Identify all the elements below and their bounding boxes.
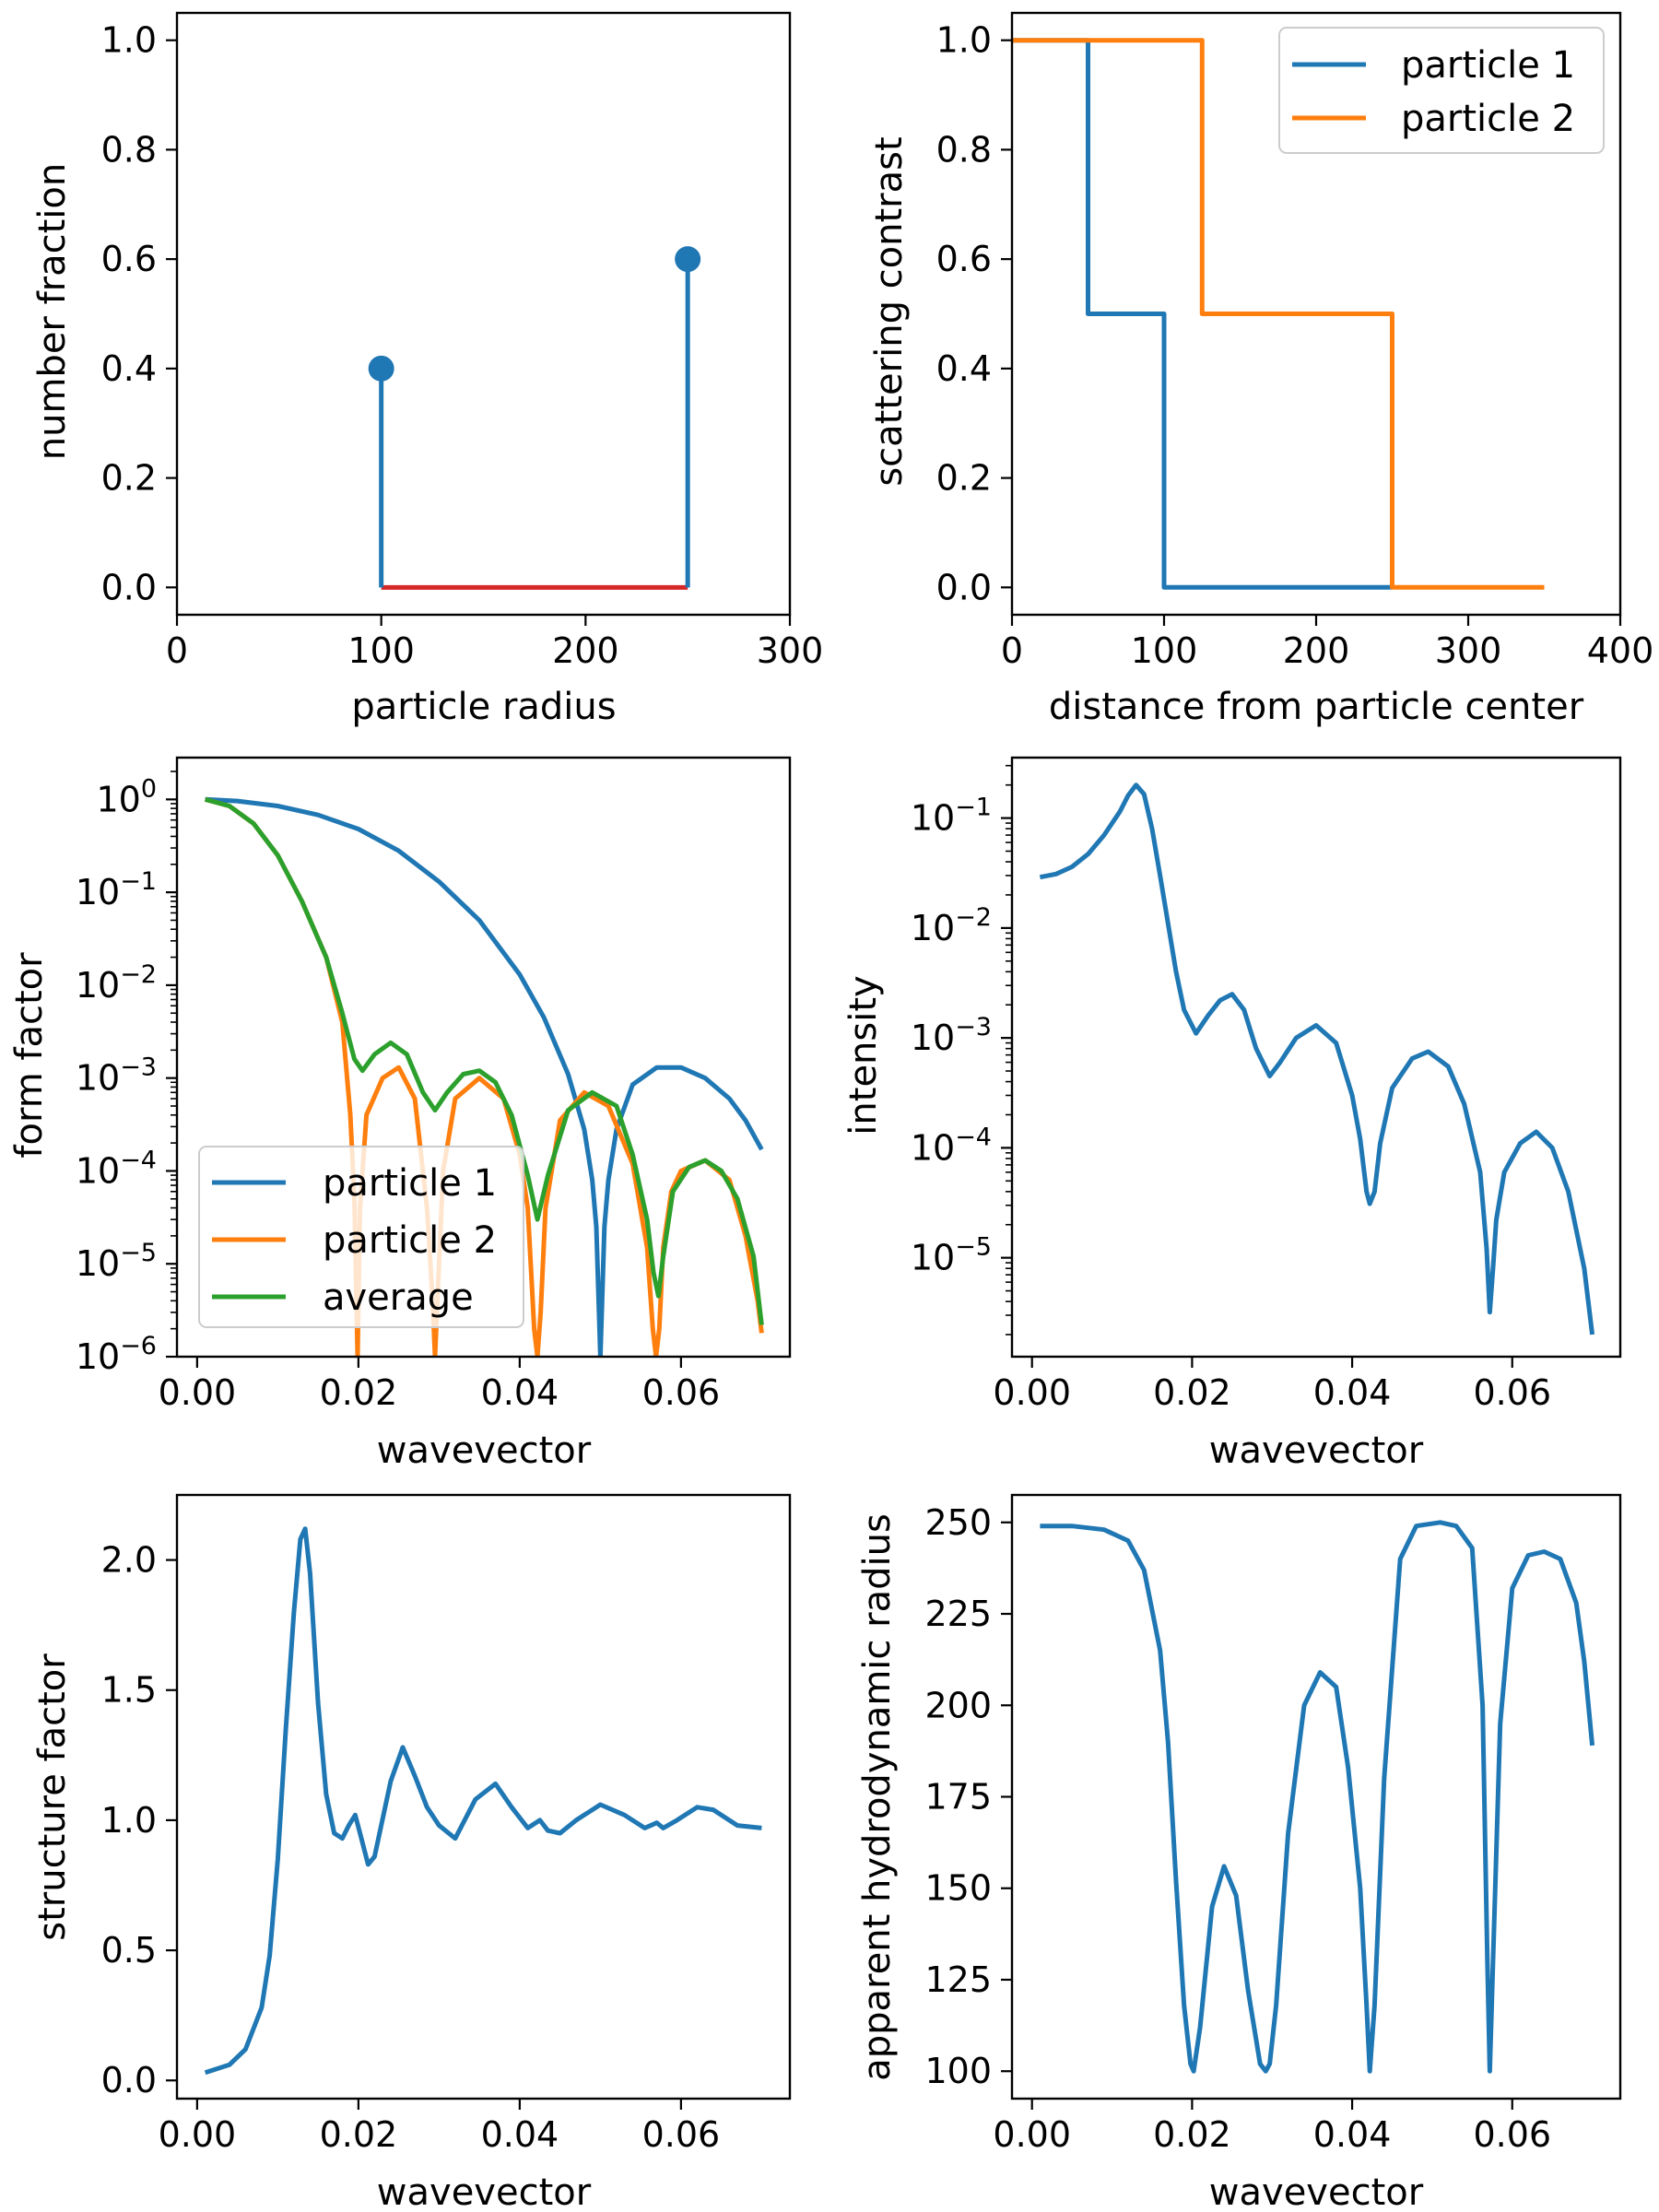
x-axis-label: wavevector: [1209, 2171, 1424, 2212]
y-tick-label: 0.0: [936, 567, 992, 607]
panel-number-fraction: 0 100 200 300 0.0 0.2 0.4 0.6 0.8 1.0 particle ra…: [31, 11, 824, 728]
y-tick-label: 0.4: [936, 348, 992, 389]
x-tick-label: 0.02: [1153, 1372, 1231, 1413]
x-axis-label: wavevector: [377, 2171, 592, 2212]
series-line-average: [204, 796, 764, 1325]
series-line-particle-2: [1012, 38, 1545, 590]
y-tick-label: 10−3: [76, 1053, 157, 1099]
panel-form-factor: 0.00 0.02 0.04 0.06 100 10−1 10−2 10−3 10−4 10−5 1…: [8, 756, 792, 1472]
x-tick-label: 0.04: [481, 1372, 559, 1413]
x-tick-label: 0.06: [1473, 1372, 1551, 1413]
x-axis-label: particle radius: [351, 686, 616, 728]
x-tick-label: 200: [552, 630, 619, 671]
y-tick-label: 0.6: [936, 239, 992, 279]
y-tick-label: 10−5: [911, 1233, 992, 1278]
y-tick-label: 1.0: [101, 1800, 157, 1841]
y-axis-label: number fraction: [31, 163, 74, 460]
y-tick-label: 0.0: [101, 2060, 157, 2100]
y-tick-label: 10−2: [76, 960, 157, 1006]
y-tick-label: 0.5: [101, 1930, 157, 1971]
x-tick-label: 300: [1435, 630, 1502, 671]
axes-frame: [175, 11, 792, 617]
series-line-apparent-hydrodynamic-radius: [1040, 1520, 1595, 2074]
x-tick-label: 100: [347, 630, 415, 671]
stem-marker: [675, 246, 701, 273]
y-tick-label: 100: [96, 774, 157, 819]
legend-label-particle-2: particle 2: [323, 1219, 497, 1262]
legend-label-particle-2: particle 2: [1401, 98, 1575, 140]
x-tick-label: 0.06: [642, 2114, 721, 2155]
y-tick-label: 10−5: [76, 1239, 157, 1284]
x-axis-label: wavevector: [377, 1430, 592, 1472]
y-tick-label: 225: [924, 1594, 992, 1634]
y-tick-label: 175: [924, 1777, 992, 1818]
x-tick-label: 0.00: [159, 1372, 237, 1413]
legend-label-particle-1: particle 1: [323, 1162, 497, 1205]
x-tick-label: 0.02: [1153, 2114, 1231, 2155]
series-line-intensity: [1039, 782, 1595, 1335]
legend: particle 1 particle 2 average: [198, 1146, 524, 1328]
x-tick-label: 0.04: [1313, 2114, 1392, 2155]
y-tick-label: 10−6: [76, 1332, 157, 1377]
x-tick-label: 0.04: [1313, 1372, 1392, 1413]
x-tick-label: 0.02: [320, 1372, 398, 1413]
x-tick-label: 0.02: [320, 2114, 398, 2155]
y-tick-label: 10−1: [911, 794, 992, 839]
x-tick-label: 0: [166, 630, 188, 671]
x-tick-label: 0.00: [993, 1372, 1071, 1413]
y-tick-label: 1.5: [101, 1670, 157, 1711]
y-axis-label: scattering contrast: [868, 136, 911, 486]
y-tick-label: 2.0: [101, 1540, 157, 1581]
y-tick-label: 0.6: [101, 239, 157, 279]
panel-scattering-contrast: 0 100 200 300 400 0.0 0.2 0.4 0.6 0.8 1.0 distance…: [868, 11, 1654, 728]
y-tick-label: 100: [924, 2051, 992, 2091]
y-tick-label: 10−2: [911, 903, 992, 948]
y-axis-label: structure factor: [31, 1653, 74, 1941]
axes-frame: [175, 1493, 792, 2100]
panel-intensity: 0.00 0.02 0.04 0.06 10−1 10−2 10−3 10−4 10−5 wav…: [842, 756, 1622, 1472]
y-tick-label: 10−3: [911, 1013, 992, 1058]
y-tick-label: 0.8: [936, 129, 992, 170]
y-tick-label: 10−1: [76, 867, 157, 912]
panel-structure-factor: 0.00 0.02 0.04 0.06 0.0 0.5 1.0 1.5 2.0 wavevect…: [31, 1493, 792, 2212]
x-tick-label: 0.06: [642, 1372, 721, 1413]
x-tick-label: 0.00: [993, 2114, 1071, 2155]
y-tick-label: 0.4: [101, 348, 157, 389]
x-tick-label: 400: [1587, 630, 1654, 671]
y-axis-label: form factor: [8, 952, 51, 1159]
x-tick-label: 200: [1283, 630, 1350, 671]
y-tick-label: 10−4: [76, 1146, 157, 1191]
y-tick-label: 125: [924, 1959, 992, 2000]
y-tick-label: 150: [924, 1868, 992, 1909]
axes-frame: [1010, 756, 1622, 1359]
y-tick-label: 250: [924, 1502, 992, 1543]
axes-frame: [175, 756, 792, 1359]
y-tick-label: 0.8: [101, 129, 157, 170]
x-tick-label: 0.00: [159, 2114, 237, 2155]
y-tick-label: 200: [924, 1685, 992, 1725]
stem-marker: [368, 355, 394, 382]
y-axis-label: apparent hydrodynamic radius: [856, 1513, 899, 2081]
series-line-structure-factor: [204, 1526, 762, 2076]
y-axis-label: intensity: [842, 975, 885, 1135]
y-tick-label: 10−4: [911, 1123, 992, 1168]
legend: particle 1 particle 2: [1278, 27, 1605, 154]
x-tick-label: 300: [757, 630, 824, 671]
x-tick-label: 100: [1131, 630, 1198, 671]
y-tick-label: 0.2: [101, 458, 157, 499]
x-tick-label: 0.06: [1473, 2114, 1551, 2155]
x-tick-label: 0: [1001, 630, 1023, 671]
series-line-particle-1: [205, 796, 764, 1357]
y-tick-label: 0.0: [101, 567, 157, 607]
x-axis-label: distance from particle center: [1049, 686, 1584, 728]
panel-apparent-hydrodynamic-radius: 0.00 0.02 0.04 0.06 100 125 150 175 200 225 250 wa…: [856, 1493, 1622, 2212]
y-tick-label: 0.2: [936, 458, 992, 499]
y-tick-label: 1.0: [936, 20, 992, 61]
x-tick-label: 0.04: [481, 2114, 559, 2155]
legend-label-particle-1: particle 1: [1401, 44, 1575, 87]
y-tick-label: 1.0: [101, 20, 157, 61]
legend-label-average: average: [323, 1277, 474, 1319]
x-axis-label: wavevector: [1209, 1430, 1424, 1472]
